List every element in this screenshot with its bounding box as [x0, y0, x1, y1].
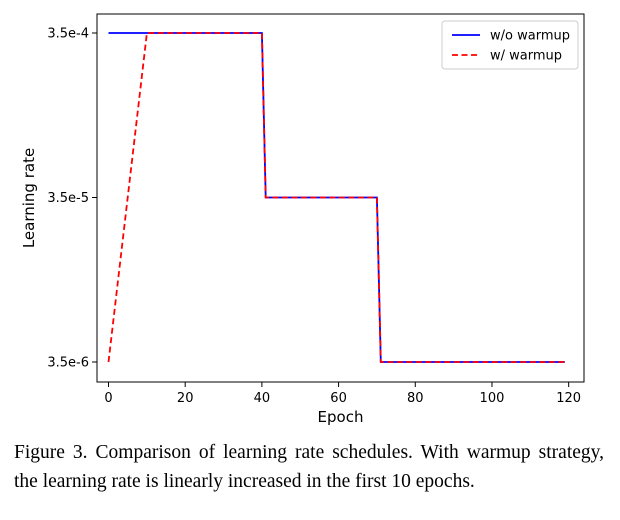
legend-label: w/ warmup [490, 49, 562, 64]
series-line-with-warmup [107, 32, 565, 363]
legend-box [441, 20, 579, 70]
learning-rate-figure: 0 20 40 60 80 100 120 3.5e-4 3.5e-5 3.5e-6 Epoch … [20, 13, 585, 426]
x-tick-label: 60 [330, 391, 347, 406]
x-tick-label: 0 [104, 391, 112, 406]
series-line-without-warmup [108, 32, 565, 363]
x-tick-label: 80 [407, 391, 424, 406]
x-tick-label: 100 [480, 391, 505, 406]
y-tick-label: 3.5e-4 [47, 27, 89, 42]
x-tick-label: 20 [177, 391, 194, 406]
x-axis-label: Epoch [318, 408, 364, 426]
y-tick-label: 3.5e-5 [47, 191, 89, 206]
legend-label: w/o warmup [490, 29, 570, 44]
figure-caption: Figure 3. Comparison of learning rate sc… [14, 442, 604, 492]
y-tick-label: 3.5e-6 [47, 356, 89, 371]
x-tick-label: 40 [254, 391, 271, 406]
x-tick-label: 120 [556, 391, 581, 406]
y-axis-label: Learning rate [20, 148, 38, 248]
